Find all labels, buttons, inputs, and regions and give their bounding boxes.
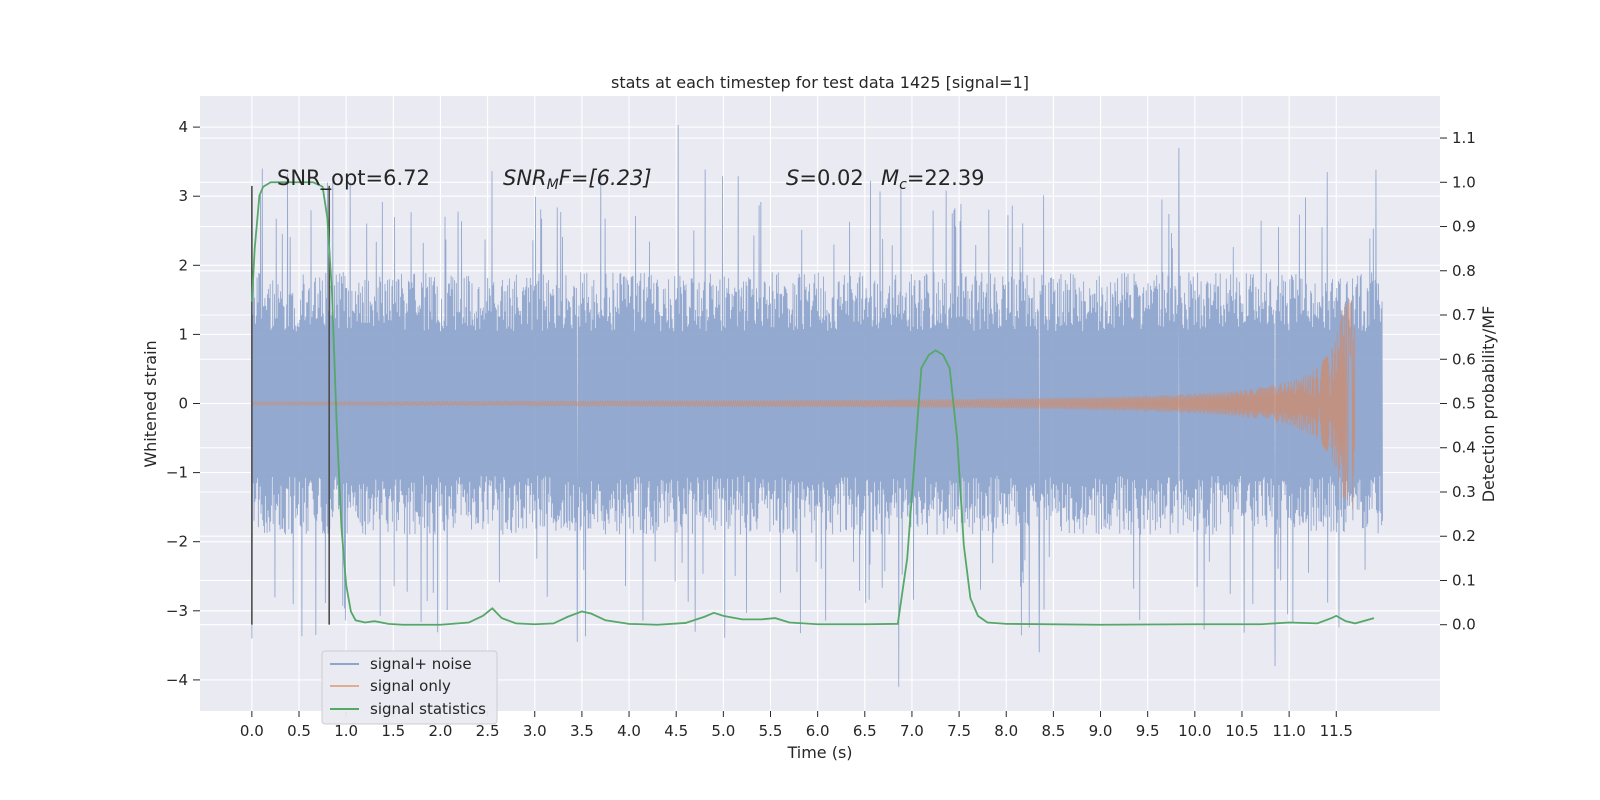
- x-tick-label-6: 3.0: [523, 722, 547, 740]
- noise-series: [251, 125, 1383, 687]
- yr-tick-label-10: 1.0: [1452, 173, 1476, 191]
- x-axis: 0.0 0.5 1.0 1.5 2.0 2.5 3.0 3.5 4.0 4.5 5.0 5.5 6.0 6…: [240, 711, 1353, 740]
- x-tick-label-5: 2.5: [476, 722, 500, 740]
- y-axis-right-label: Detection probability/MF: [1479, 306, 1498, 503]
- x-tick-label-12: 6.0: [806, 722, 830, 740]
- x-tick-label-21: 10.5: [1225, 722, 1258, 740]
- yl-tick-label-0: −4: [166, 671, 188, 689]
- s-val: =0.02: [799, 166, 863, 190]
- x-tick-label-13: 6.5: [853, 722, 877, 740]
- legend-label-stats: signal statistics: [370, 700, 486, 718]
- mc-var: M: [881, 166, 899, 190]
- x-tick-label-11: 5.5: [759, 722, 783, 740]
- snr-mf-sub: M: [547, 177, 559, 193]
- mc-val: =22.39: [907, 166, 985, 190]
- yl-tick-label-8: 4: [178, 118, 188, 136]
- x-tick-label-7: 3.5: [570, 722, 594, 740]
- x-tick-label-16: 8.0: [994, 722, 1018, 740]
- yr-tick-label-5: 0.5: [1452, 395, 1476, 413]
- signal-trace: [251, 298, 1356, 510]
- x-tick-label-15: 7.5: [947, 722, 971, 740]
- x-tick-label-0: 0.0: [240, 722, 264, 740]
- mc-sub: c: [899, 177, 907, 193]
- yr-tick-label-2: 0.2: [1452, 527, 1476, 545]
- yr-tick-label-9: 0.9: [1452, 218, 1476, 236]
- legend-label-noise: signal+ noise: [370, 655, 472, 673]
- x-tick-label-2: 1.0: [334, 722, 358, 740]
- legend: signal+ noise signal only signal statist…: [321, 650, 498, 725]
- snr-mf-base: SNR: [503, 166, 547, 190]
- x-tick-label-17: 8.5: [1041, 722, 1065, 740]
- x-tick-label-23: 11.5: [1320, 722, 1353, 740]
- x-tick-label-18: 9.0: [1089, 722, 1113, 740]
- legend-box: [321, 650, 498, 725]
- x-tick-label-4: 2.0: [429, 722, 453, 740]
- yl-tick-label-2: −2: [166, 533, 188, 551]
- annotation-s: S=0.02: [786, 166, 864, 190]
- yl-tick-label-4: 0: [178, 395, 188, 413]
- x-tick-label-10: 5.0: [711, 722, 735, 740]
- x-tick-label-3: 1.5: [381, 722, 405, 740]
- yl-tick-label-5: 1: [178, 325, 188, 343]
- x-tick-label-8: 4.0: [617, 722, 641, 740]
- annotation-snr-mf: SNRMF=[6.23]: [503, 166, 652, 193]
- x-tick-label-19: 9.5: [1136, 722, 1160, 740]
- legend-label-signal: signal only: [370, 677, 451, 695]
- yr-tick-label-0: 0.0: [1452, 616, 1476, 634]
- x-tick-label-1: 0.5: [287, 722, 311, 740]
- yl-tick-label-3: −1: [166, 464, 188, 482]
- annotation-mc: Mc=22.39: [881, 166, 985, 193]
- y-axis-left-label: Whitened strain: [141, 340, 160, 467]
- noise-trace: [251, 125, 1383, 687]
- yr-tick-label-8: 0.8: [1452, 262, 1476, 280]
- x-tick-label-9: 4.5: [664, 722, 688, 740]
- x-axis-label: Time (s): [786, 743, 852, 762]
- snr-mf-tail: F=[6.23]: [559, 166, 652, 190]
- yl-tick-label-1: −3: [166, 602, 188, 620]
- x-tick-label-20: 10.0: [1178, 722, 1211, 740]
- yr-tick-label-11: 1.1: [1452, 129, 1476, 147]
- x-tick-label-22: 11.0: [1272, 722, 1305, 740]
- signal-series: [251, 298, 1356, 510]
- x-tick-label-14: 7.0: [900, 722, 924, 740]
- stats-series: [250, 181, 1375, 626]
- stats-line: [250, 181, 1375, 626]
- yr-tick-label-6: 0.6: [1452, 350, 1476, 368]
- s-var: S: [786, 166, 799, 190]
- y-axis-left: −4 −3 −2 −1 0 1 2 3 4: [166, 118, 200, 689]
- yl-tick-label-7: 3: [178, 187, 188, 205]
- yr-tick-label-4: 0.4: [1452, 439, 1476, 457]
- yr-tick-label-1: 0.1: [1452, 571, 1476, 589]
- yl-tick-label-6: 2: [178, 256, 188, 274]
- yr-tick-label-7: 0.7: [1452, 306, 1476, 324]
- annotation-snr-opt: SNR_opt=6.72: [277, 166, 430, 191]
- y-axis-right: 0.0 0.1 0.2 0.3 0.4 0.5 0.6 0.7 0.8 0.9 1.0 1.1: [1440, 129, 1476, 634]
- yr-tick-label-3: 0.3: [1452, 483, 1476, 501]
- chart-title: stats at each timestep for test data 142…: [611, 73, 1029, 92]
